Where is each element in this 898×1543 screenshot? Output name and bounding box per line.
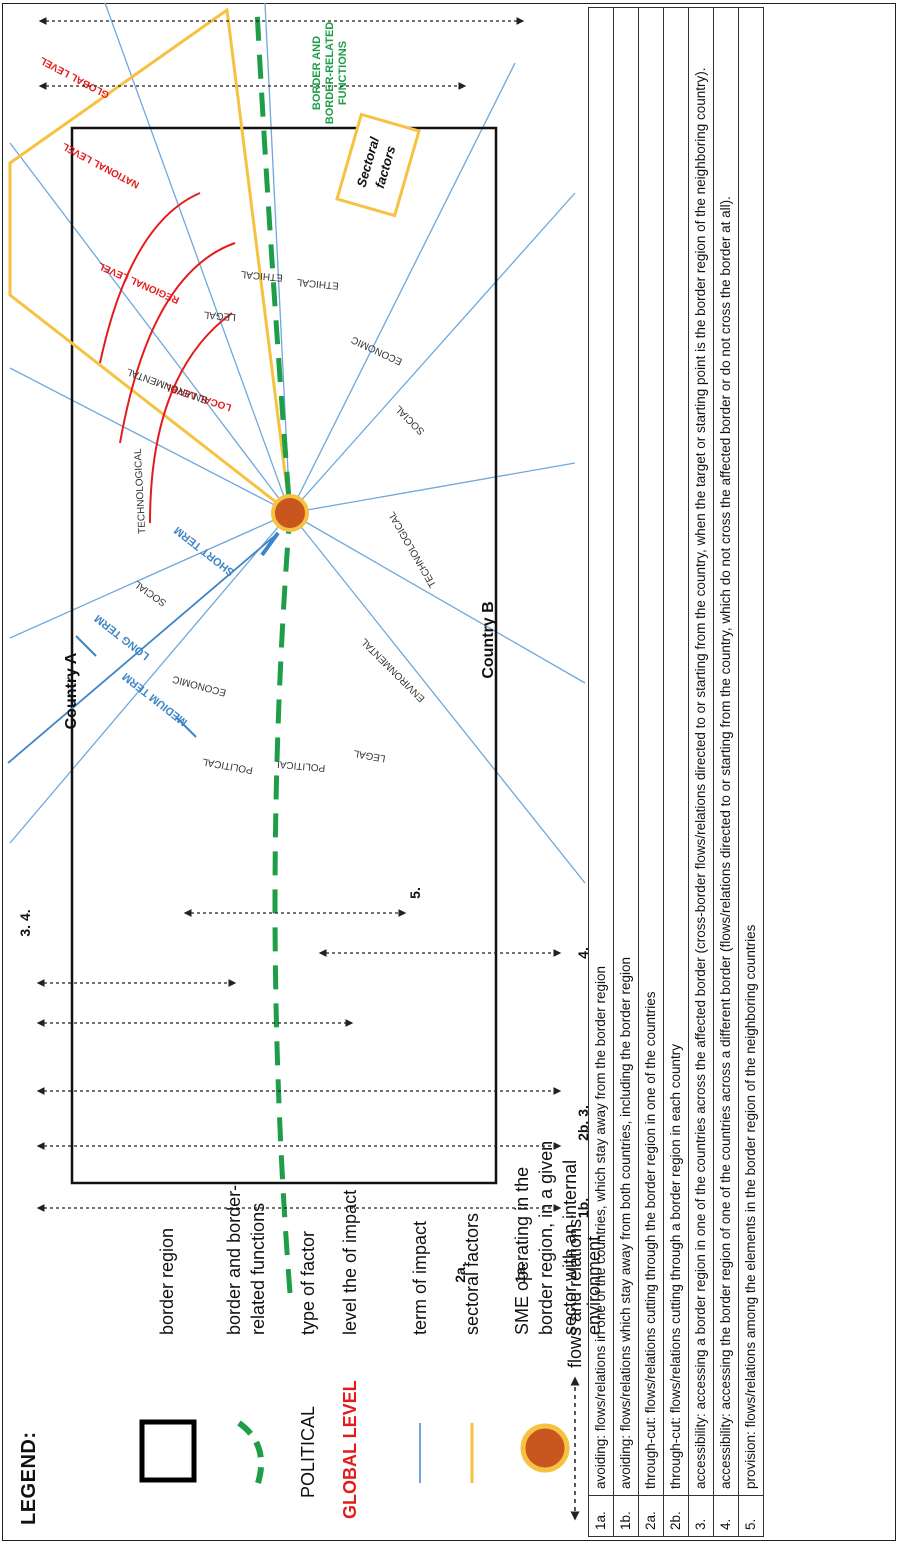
border-label-2: BORDER-RELATED [324,22,336,125]
flow-code: 2b. [663,1495,689,1537]
country-a-label: Country A [63,652,80,729]
border-label-3: FUNCTIONS [337,41,349,105]
legend-sme-2: border region, in a given [536,1140,556,1335]
legend-border-functions-swatch [234,1418,265,1484]
legend-flows-label: flows and relations: [565,1213,585,1368]
arrow-label-5: 5. [407,887,423,899]
flow-code: 1b. [613,1495,639,1537]
legend-level-sample: GLOBAL LEVEL [340,1380,360,1519]
legend-level-label: level the of impact [340,1189,360,1335]
factor-b-political: POLITICAL [273,758,325,773]
factor-a-social: SOCIAL [132,578,169,608]
tick-medium [75,635,97,657]
arrow-label-2a: 2a. [452,1263,468,1282]
flow-code: 5. [738,1495,764,1537]
factor-line [9,367,291,514]
factor-b-legal: LEGAL [352,747,386,764]
arrow-label-4: 4. [575,947,591,959]
factor-line [289,512,586,884]
flow-arrow-labels: 2a. 1a. 1b. 2b. 3. 4. 3. 4. 5. [17,887,591,1283]
legend-border-region-swatch [139,1419,197,1483]
flow-description: through-cut: flows/relations cutting thr… [663,7,689,1496]
legend-title: LEGEND: [18,1431,40,1526]
level-regional: REGIONAL LEVEL [97,260,182,306]
flow-code: 2a. [638,1495,664,1537]
flows-table-row: 3. accessibility: accessing a border regi… [688,7,714,1537]
border-label-1: BORDER AND [311,36,323,110]
legend-sme-1: SME operating in the [512,1166,532,1335]
arrow-label-2b3: 2b. 3. [575,1105,591,1141]
flows-table-row: 1a. avoiding: flows/relations in one of t… [588,7,614,1537]
flow-description: avoiding: flows/relations in one of the … [588,7,614,1496]
sectoral-box: Sectoral factors [335,112,421,218]
factor-a-political: POLITICAL [201,756,254,776]
level-arc-regional [149,312,233,524]
legend-term-label: term of impact [410,1220,430,1335]
factor-line [9,142,291,514]
flows-table-row: 5. provision: flows/relations among the e… [738,7,764,1537]
level-arcs [99,192,236,524]
flow-description: accessibility: accessing a border region… [688,7,714,1496]
factor-b-ethical: ETHICAL [296,276,339,291]
factor-line [289,192,576,514]
factor-a-legal: LEGAL [203,309,237,323]
legend-type-label: type of factor [298,1230,318,1335]
flow-arrows [36,17,562,1212]
level-arc-national [119,242,236,444]
flow-code: 3. [688,1495,714,1537]
flow-description: provision: flows/relations among the ele… [738,7,764,1496]
flow-description: avoiding: flows/relations which stay awa… [613,7,639,1496]
flows-table-row: 4. accessibility: accessing the border re… [713,7,739,1537]
legend-sectoral-label: sectoral factors [462,1212,482,1335]
flows-table: 1a. avoiding: flows/relations in one of t… [588,7,764,1537]
term-of-impact: LONG TERM MEDIUM TERM SHORT TERM [7,524,280,764]
factor-b-social: SOCIAL [393,403,427,437]
level-arc-global [99,192,201,364]
factor-line [289,62,516,514]
flows-table-row: 2a. through-cut: flows/relations cutting … [638,7,664,1537]
flow-description: through-cut: flows/relations cutting thr… [638,7,664,1496]
legend-border-functions-1: border and border- [224,1184,244,1335]
term-long-label: LONG TERM [92,612,151,662]
flows-table-row: 2b. through-cut: flows/relations cutting … [663,7,689,1537]
legend-border-region: border region [157,1227,177,1335]
border-functions-line [254,9,293,1294]
factor-a-technological: TECHNOLOGICAL [133,448,148,534]
flows-table-row: 1b. avoiding: flows/relations which stay … [613,7,639,1537]
factor-b-technological: TECHNOLOGICAL [386,509,439,589]
arrow-label-34: 3. 4. [17,909,33,936]
term-short-label: SHORT TERM [172,524,237,578]
flow-code: 4. [713,1495,739,1537]
factor-a-economic: ECONOMIC [171,673,227,698]
arrow-label-1b: 1b. [575,1198,591,1218]
border-functions-label: BORDER AND BORDER-RELATED FUNCTIONS [311,22,349,125]
factor-line [104,2,291,514]
flow-code: 1a. [588,1495,614,1537]
legend-border-functions-2: related functions [248,1202,268,1335]
flow-description: accessibility: accessing the border regi… [713,7,739,1496]
arrow-label-1a: 1a. [512,1263,528,1282]
sme-circle [271,494,309,532]
tick-short [175,716,197,738]
level-global: GLOBAL LEVEL [38,54,111,100]
short-term-segment [260,531,280,557]
factor-line [289,512,586,684]
factor-line [289,462,576,514]
factor-lines [9,2,586,884]
country-b-label: Country B [480,601,497,678]
level-labels: GLOBAL LEVEL NATIONAL LEVEL REGIONAL LEV… [38,54,233,412]
border-region-rect [70,126,498,1185]
factor-line [9,512,291,844]
factor-line [9,512,291,639]
factor-a-environmental: ENVIRONMENTAL [125,365,209,405]
factor-b-environmental: ENVIRONMENTAL [359,635,427,703]
legend-sme-swatch [520,1423,570,1473]
factor-a-ethical: ETHICAL [240,268,283,283]
sectoral-triangle [8,7,292,517]
legend-type-sample: POLITICAL [298,1405,318,1498]
